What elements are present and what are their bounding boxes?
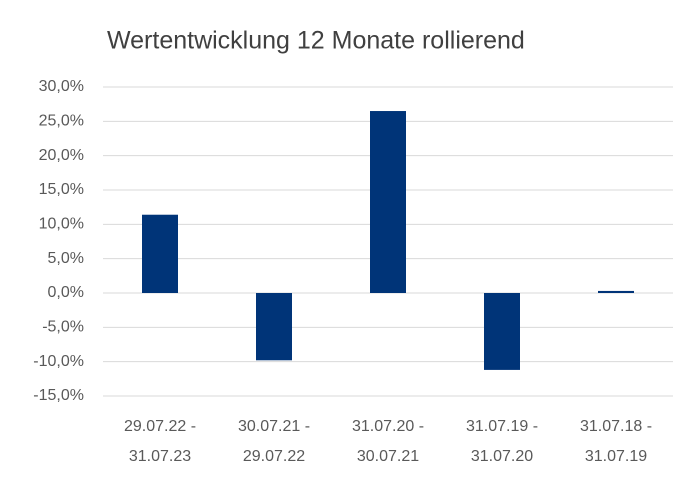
- y-tick-label: 20,0%: [39, 147, 84, 164]
- x-tick-label: 30.07.21 - 29.07.22: [237, 418, 311, 465]
- y-tick-label: 15,0%: [39, 181, 84, 198]
- bar: [142, 214, 178, 293]
- y-tick-label: 0,0%: [48, 284, 84, 301]
- x-tick-label: 29.07.22 - 31.07.23: [123, 418, 197, 465]
- y-tick-label: 25,0%: [39, 113, 84, 130]
- y-tick-label: -15,0%: [33, 387, 84, 404]
- y-tick-label: 30,0%: [39, 78, 84, 95]
- x-tick-label: 31.07.19 - 31.07.20: [465, 418, 539, 465]
- bar: [484, 293, 520, 370]
- x-tick-label: 31.07.18 - 31.07.19: [579, 418, 653, 465]
- bar: [370, 111, 406, 294]
- y-tick-label: 10,0%: [39, 216, 84, 233]
- y-tick-label: 5,0%: [48, 250, 84, 267]
- x-tick-label: 31.07.20 - 30.07.21: [351, 418, 425, 465]
- bar: [256, 293, 292, 361]
- bar: [598, 290, 634, 293]
- y-tick-label: -5,0%: [42, 319, 84, 336]
- chart-title: Wertentwicklung 12 Monate rollierend: [107, 27, 525, 55]
- y-tick-label: -10,0%: [33, 353, 84, 370]
